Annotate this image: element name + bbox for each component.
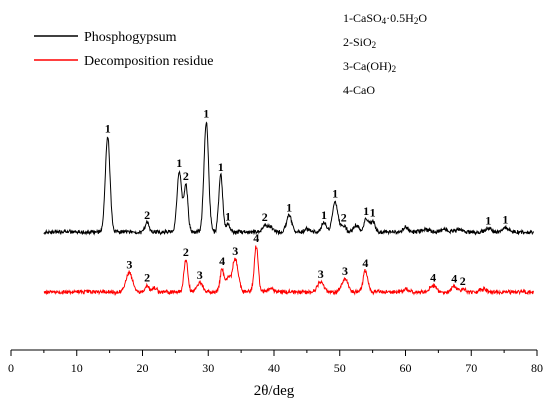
x-tick-label: 60	[400, 361, 412, 375]
phase-key: 1-CaSO4·0.5H2O 2-SiO2 3-Ca(OH)2 4-CaO	[343, 11, 427, 97]
peak-label: 3	[342, 264, 348, 278]
phase-key-item: 4-CaO	[343, 83, 375, 97]
peak-label: 4	[451, 272, 457, 286]
peak-label: 2	[341, 210, 347, 224]
phase-key-item: 1-CaSO4·0.5H2O	[343, 11, 427, 26]
peak-label: 1	[502, 212, 508, 226]
series-line-phosphogypsum	[43, 121, 534, 236]
phase-key-item: 3-Ca(OH)2	[343, 59, 396, 74]
peak-label: 1	[225, 210, 231, 224]
x-tick-label: 50	[334, 361, 346, 375]
series-line-decomposition-residue	[43, 245, 534, 296]
x-tick-label: 40	[268, 361, 280, 375]
peak-label: 3	[197, 268, 203, 282]
peak-label: 2	[144, 271, 150, 285]
x-tick-label: 20	[137, 361, 149, 375]
x-tick-label: 0	[8, 361, 14, 375]
peak-label: 4	[430, 271, 436, 285]
peak-label: 1	[218, 160, 224, 174]
legend-label-phosphogypsum: Phosphogypsum	[84, 30, 177, 45]
peak-label: 2	[460, 274, 466, 288]
x-axis-title: 2θ/deg	[254, 383, 295, 399]
peak-label: 1	[321, 208, 327, 222]
peak-label: 2	[144, 208, 150, 222]
peak-label: 1	[286, 200, 292, 214]
peak-label: 3	[232, 244, 238, 258]
peak-label: 3	[126, 258, 132, 272]
peak-label: 1	[363, 204, 369, 218]
peak-label: 1	[203, 107, 209, 121]
x-tick-label: 10	[71, 361, 83, 375]
x-tick-label: 70	[465, 361, 477, 375]
peak-label: 1	[332, 187, 338, 201]
peak-label: 3	[318, 267, 324, 281]
peak-label: 2	[183, 169, 189, 183]
peak-label: 2	[262, 210, 268, 224]
peak-label: 4	[253, 231, 259, 245]
peak-label: 4	[362, 256, 368, 270]
peak-label: 1	[176, 156, 182, 170]
peak-label: 2	[183, 245, 189, 259]
peak-label: 1	[105, 121, 111, 135]
legend: Phosphogypsum Decomposition residue	[34, 30, 213, 69]
series-layer	[43, 121, 534, 296]
legend-label-decomposition-residue: Decomposition residue	[84, 54, 213, 69]
x-tick-label: 80	[531, 361, 543, 375]
x-axis: 0 10 20 30 40 50 60 70 80	[8, 349, 543, 375]
x-tick-label: 30	[202, 361, 214, 375]
peak-label: 1	[370, 206, 376, 220]
peak-label: 4	[219, 254, 225, 268]
phase-key-item: 2-SiO2	[343, 35, 376, 50]
peak-label: 1	[485, 213, 491, 227]
